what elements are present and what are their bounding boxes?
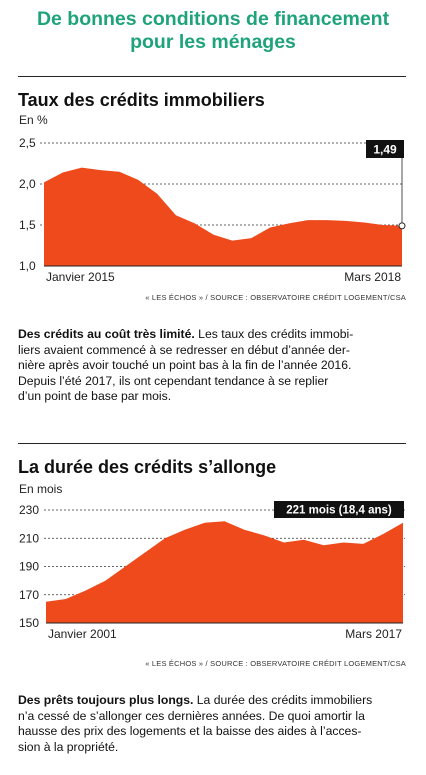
paragraph-duration-line: hausse des prix des logements et la bais…: [18, 724, 362, 738]
y-tick-label: 2,0: [19, 177, 36, 191]
chart-1-unit: En %: [19, 113, 48, 127]
paragraph-rates-line: nière après avoir touché un point bas à …: [18, 358, 352, 372]
paragraph-rates-lead: Des crédits au coût très limité.: [18, 327, 195, 341]
chart-2-unit: En mois: [19, 482, 63, 496]
chart-1-source: « LES ÉCHOS » / SOURCE : OBSERVATOIRE CR…: [145, 293, 406, 302]
y-tick-label: 170: [19, 588, 39, 602]
y-tick-label: 210: [19, 531, 39, 545]
paragraph-duration-line: n’a cessé de s’allonger ces dernières an…: [18, 708, 365, 723]
callout-value: 1,49: [373, 143, 397, 157]
paragraph-rates: Des crédits au coût très limité. Les tau…: [18, 327, 406, 405]
x-tick-label-start: Janvier 2015: [46, 270, 115, 284]
y-tick-label: 2,5: [19, 136, 36, 150]
paragraph-rates-line: Depuis l’été 2017, ils ont cependant ten…: [18, 373, 329, 388]
page-title-line-2: pour les ménages: [130, 31, 296, 53]
y-tick-label: 150: [19, 616, 39, 630]
y-tick-label: 1,5: [19, 218, 36, 232]
paragraph-rates-line: d’un point de base par mois.: [18, 389, 172, 403]
x-tick-label-end: Mars 2017: [345, 627, 402, 641]
chart-2-title: La durée des crédits s’allonge: [18, 457, 277, 477]
section-divider-1: [18, 76, 406, 77]
callout-box: [274, 501, 404, 518]
paragraph-duration-line: La durée des crédits immobiliers: [196, 693, 373, 707]
paragraph-duration: Des prêts toujours plus longs. La durée …: [18, 693, 406, 755]
page-title-line-1: De bonnes conditions de financement: [36, 8, 390, 30]
paragraph-rates-line: liers avaient commencé à se redresser en…: [18, 342, 350, 357]
paragraph-duration-lead: Des prêts toujours plus longs.: [18, 693, 194, 707]
paragraph-rates-line: Les taux des crédits immobi-: [198, 327, 354, 341]
callout-value: 221 mois (18,4 ans): [286, 505, 392, 517]
x-tick-label-end: Mars 2018: [344, 270, 401, 284]
y-tick-label: 230: [19, 503, 39, 517]
chart-1-title: Taux des crédits immobiliers: [18, 90, 265, 110]
y-tick-label: 190: [19, 560, 39, 574]
section-divider-2: [18, 443, 406, 444]
y-tick-label: 1,0: [19, 259, 36, 273]
data-area: [46, 521, 403, 623]
last-value-marker: [398, 222, 406, 230]
callout-box: [366, 140, 404, 158]
data-area: [44, 167, 402, 266]
chart-1-rates: 2,5 2,0 1,5 1,0 Janvier 2015 Mars 2018 1,49: [19, 136, 406, 284]
page-title: De bonnes conditions de financement pour…: [0, 8, 426, 54]
chart-2-duration: 230 210 190 170 150 Janvier 2001 Mars 2017 221 …: [19, 501, 405, 641]
paragraph-duration-line: sion à la propriété.: [18, 739, 119, 754]
chart-2-source: « LES ÉCHOS » / SOURCE : OBSERVATOIRE CR…: [145, 659, 406, 668]
x-tick-label-start: Janvier 2001: [48, 627, 117, 641]
